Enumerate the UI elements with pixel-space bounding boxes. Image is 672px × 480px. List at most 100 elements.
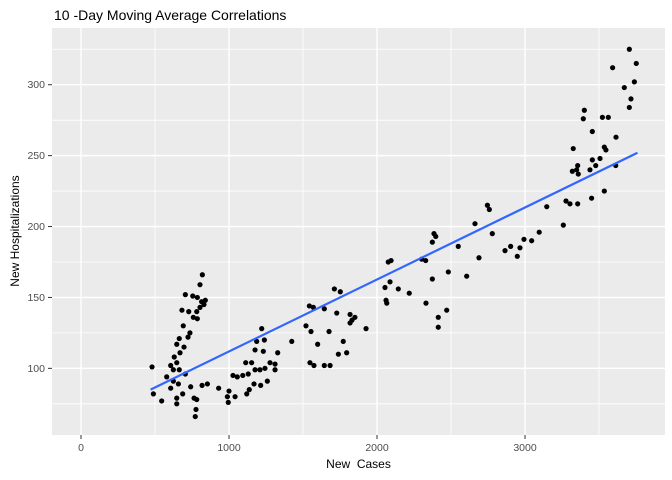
data-point [307,360,313,366]
data-point [244,391,250,397]
data-point [199,272,205,278]
data-points [149,46,639,420]
data-point [327,362,333,369]
data-point [384,300,390,306]
data-point [352,314,358,320]
data-point [570,145,576,152]
data-point [188,384,194,390]
data-point [476,255,482,261]
data-point [197,304,203,310]
data-point [388,257,394,264]
data-point [335,351,341,357]
trend-line [150,151,638,391]
data-point [508,243,514,249]
data-point [254,338,260,345]
data-point [257,367,263,373]
data-point [193,406,199,413]
data-point [232,394,238,400]
data-point [225,399,231,405]
y-axis-label: New Hospitalizations [8,175,22,287]
data-point [613,134,619,140]
data-point [406,290,412,296]
data-point [308,328,314,335]
data-point [455,243,461,249]
data-point [435,324,441,330]
data-point [321,306,327,312]
x-tick-label: 1000 [217,442,241,454]
data-point [514,253,520,259]
data-point [176,335,182,342]
data-point [224,394,230,400]
data-point [575,162,581,169]
data-point [234,374,240,380]
data-point [347,311,353,318]
x-tick-label: 0 [78,442,84,454]
data-point [569,168,575,174]
data-point [315,341,321,347]
x-tick-label: 2000 [365,442,389,454]
data-point [226,388,232,394]
data-point [194,294,200,301]
data-point [216,385,222,391]
data-point [230,372,236,379]
data-point [489,231,495,237]
data-point [192,413,198,420]
data-point [575,201,581,207]
data-point [181,344,187,350]
data-point [567,201,573,207]
data-point [580,116,586,122]
data-point [581,107,587,113]
data-point [626,46,632,52]
data-point [194,316,200,322]
data-point [435,314,441,320]
data-point [560,222,566,228]
data-point [249,360,255,366]
data-point [272,361,278,367]
data-point [289,338,295,345]
data-point [275,350,281,356]
data-point [563,198,569,204]
data-point [628,96,634,102]
data-point [259,326,265,332]
data-point [261,337,267,343]
data-point [252,347,258,353]
data-point [588,195,595,201]
data-point [180,391,186,397]
data-point [429,239,435,245]
data-point [311,362,317,369]
data-point [204,381,210,387]
data-point [262,365,268,371]
data-point [626,104,632,111]
data-point [201,301,207,308]
data-point [395,286,401,292]
data-point [334,310,340,316]
data-point [633,60,639,67]
data-point [190,293,196,299]
data-point [150,391,156,397]
data-point [631,79,637,85]
data-point [177,350,183,356]
data-point [190,314,196,320]
data-point [587,167,593,173]
data-point [252,367,258,373]
data-point [251,381,257,387]
data-point [575,171,581,177]
axis-ticks: 0 1000 2000 3000 100 150 200 250 300 [27,79,536,454]
x-axis-label: New Cases [326,457,391,471]
data-point [603,147,609,153]
data-point [363,326,369,332]
data-point [176,367,182,373]
data-point [610,65,616,71]
data-point [260,348,266,354]
data-point [382,284,388,291]
data-point [191,395,197,401]
y-tick-label: 250 [27,150,45,162]
data-point [599,114,605,120]
data-point [303,323,309,329]
data-point [593,162,599,169]
data-point [387,279,393,285]
y-tick-label: 300 [27,79,45,91]
gridlines [52,28,665,435]
data-point [182,292,188,298]
